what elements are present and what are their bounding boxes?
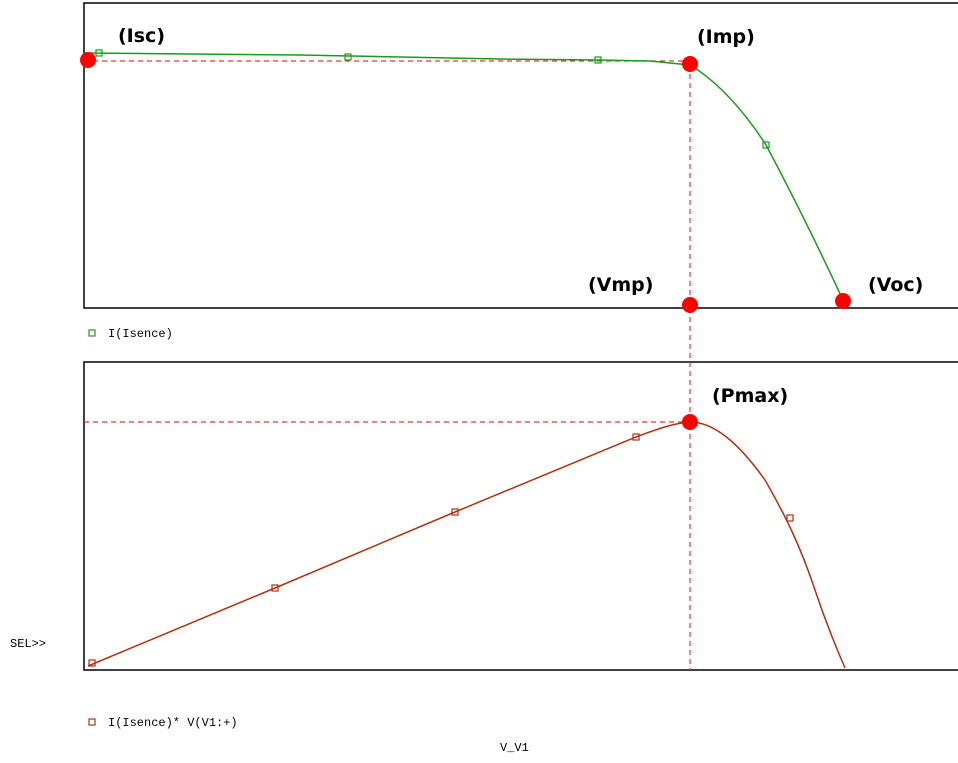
trace-marker	[344, 53, 352, 61]
voc-label: (Voc)	[868, 274, 923, 296]
guide-lines	[84, 60, 691, 670]
imp-point	[682, 56, 698, 72]
trace-marker	[271, 584, 279, 592]
trace-marker	[95, 49, 103, 57]
trace-marker	[762, 141, 770, 149]
pmax-label: (Pmax)	[712, 385, 788, 407]
power-markers	[88, 433, 794, 667]
legend-swatch	[88, 718, 96, 726]
isc-label: (Isc)	[118, 25, 165, 47]
key-points	[80, 52, 851, 430]
current-markers	[95, 49, 770, 149]
x-axis-label: V_V1	[500, 741, 529, 755]
trace-marker	[88, 659, 96, 667]
bottom-plot-frame	[83, 361, 958, 671]
vmp-point	[682, 297, 698, 313]
pmax-point	[682, 414, 698, 430]
trace-marker	[786, 514, 794, 522]
voc-point	[835, 293, 851, 309]
power-trace	[87, 421, 846, 669]
trace-marker	[451, 508, 459, 516]
vmp-label: (Vmp)	[588, 274, 653, 296]
imp-label: (Imp)	[697, 26, 755, 48]
trace-marker	[632, 433, 640, 441]
legend-label: I(Isence)	[108, 327, 173, 341]
isc-point	[80, 52, 96, 68]
current-trace	[83, 52, 844, 301]
legend-label: I(Isence)* V(V1:+)	[108, 716, 238, 730]
legend-swatch	[88, 329, 96, 337]
sel-marker: SEL>>	[10, 637, 46, 651]
trace-marker	[594, 56, 602, 64]
top-plot-frame	[83, 2, 958, 309]
